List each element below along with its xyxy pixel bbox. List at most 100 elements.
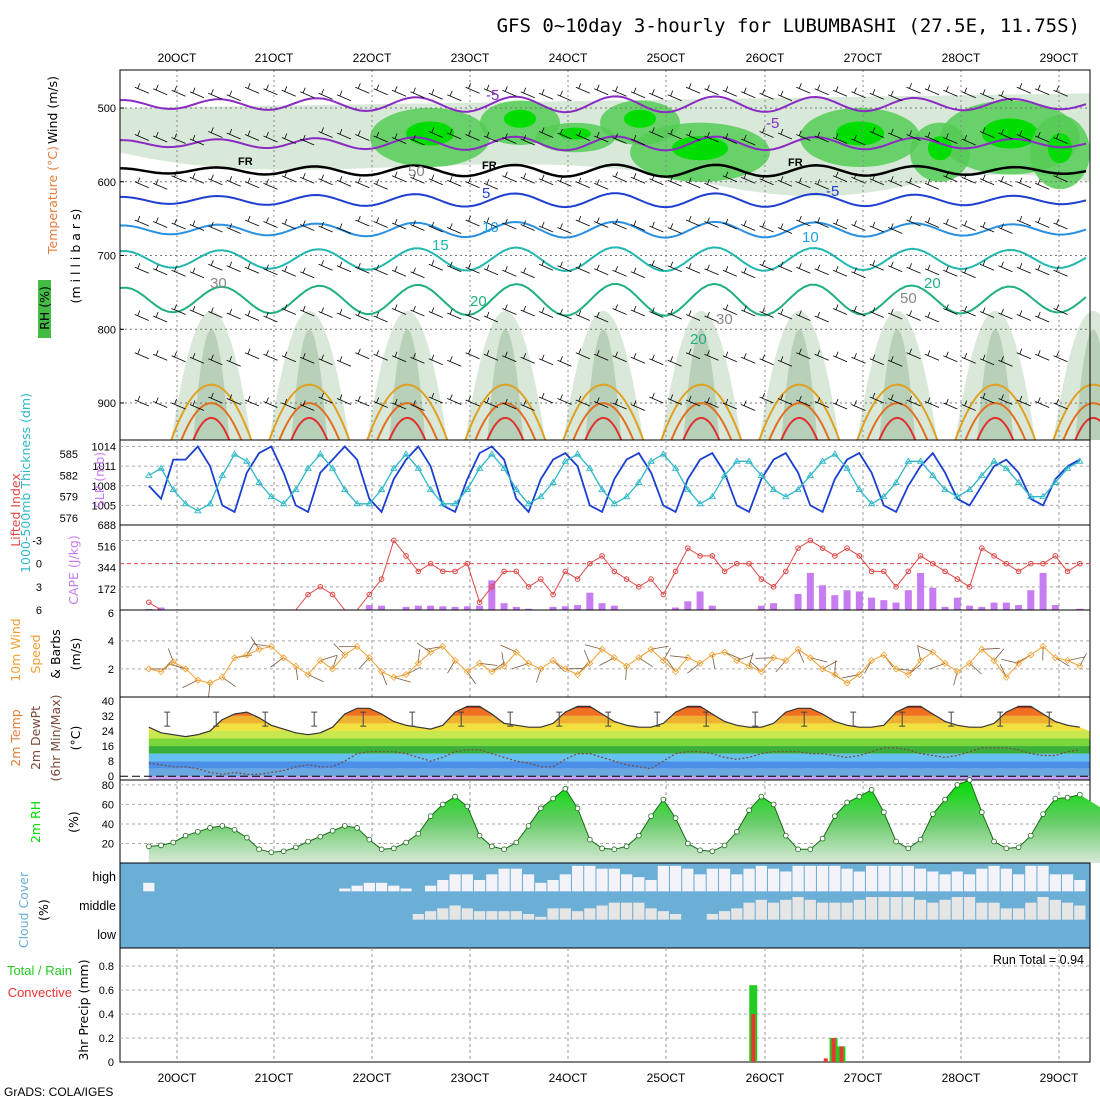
upper-air-panel: -5 -5 FR FR FR 5 -5 10 10 15 20 20 20 30 30 50 50 500 600 7… — [37, 69, 1100, 441]
date-tick-label: 27OCT — [844, 51, 883, 65]
wind-barb — [741, 305, 756, 317]
rh2m-marker — [734, 828, 740, 835]
wind-barb — [208, 260, 223, 271]
rh2m-marker — [893, 838, 899, 845]
wind-barb — [1035, 311, 1050, 323]
rh2m-marker — [464, 803, 471, 810]
wind-barb — [777, 308, 793, 320]
wind-barb — [777, 128, 793, 140]
li-marker — [1015, 568, 1022, 575]
wind-barb — [869, 260, 884, 271]
cloud-block — [694, 874, 706, 892]
wind-barb — [336, 308, 352, 320]
cape-bar — [904, 590, 912, 610]
cloud-block — [804, 899, 816, 920]
wind-barb — [612, 351, 627, 363]
cape-bar — [476, 605, 484, 610]
wind-barb — [814, 311, 829, 323]
wind-barb — [465, 215, 480, 227]
wind-barb — [649, 89, 664, 100]
wind10-marker — [365, 654, 373, 662]
thickness-marker — [145, 471, 153, 478]
cloud-block — [473, 911, 486, 920]
li-marker — [329, 591, 336, 598]
wind-barb — [318, 127, 333, 138]
rh-legend-swatch — [38, 280, 51, 338]
wind-barb — [979, 260, 995, 271]
cape-bar — [488, 580, 496, 610]
thickness-marker — [610, 499, 619, 507]
wind-barb — [814, 131, 829, 143]
isotherm-line — [119, 246, 1087, 273]
wind-barb — [134, 310, 149, 321]
wind-barb — [722, 304, 737, 315]
wind10-barb — [969, 663, 982, 675]
wind-barb — [465, 348, 480, 360]
cloud-block — [976, 902, 988, 920]
wind10-marker — [745, 662, 753, 670]
wind-barb — [336, 176, 352, 187]
wind10-barb — [724, 651, 741, 660]
wind10-barb — [333, 643, 346, 656]
thickness-marker — [328, 464, 337, 471]
wind-barb — [244, 348, 260, 360]
cloud-block — [559, 874, 571, 892]
slp-tick-label: 1014 — [92, 442, 116, 454]
wind-barb — [263, 397, 278, 408]
wind-barb — [208, 174, 223, 186]
wind-barb — [924, 131, 940, 143]
li-marker — [881, 568, 887, 575]
wind-barb — [667, 261, 682, 273]
contour-label: 20 — [924, 275, 941, 292]
cape-bar — [806, 572, 814, 610]
wind10-marker — [390, 673, 398, 681]
thickness-marker — [659, 450, 668, 457]
wind-barb — [520, 305, 535, 317]
cloud-block — [584, 908, 596, 920]
cloud-block — [988, 865, 1000, 892]
minmax-bar — [556, 711, 563, 727]
wind-barb — [300, 305, 315, 317]
li-marker — [476, 599, 483, 606]
wind-barb — [612, 86, 627, 97]
li-marker — [807, 537, 814, 544]
wind-barb — [594, 264, 609, 276]
rh2m-marker — [807, 846, 814, 853]
minmax-bar — [605, 711, 612, 727]
wind-barb — [979, 127, 995, 138]
li-marker — [1077, 560, 1083, 567]
rh2m-marker — [562, 785, 569, 792]
thickness-marker — [757, 471, 766, 478]
date-tick-label: 29OCT — [1040, 1071, 1079, 1085]
wind10-barb — [416, 642, 431, 653]
wind-barb — [391, 171, 407, 183]
wind-barb — [281, 351, 296, 363]
cloud-block — [927, 871, 939, 892]
surface-isotherm — [180, 402, 243, 441]
wind-barb — [759, 354, 774, 366]
cloud-block — [461, 908, 473, 920]
cloud-block — [400, 888, 412, 892]
wind10-marker — [819, 665, 827, 673]
rh2m-marker — [672, 815, 679, 821]
wind-barb — [979, 392, 995, 404]
cloud-block — [633, 877, 645, 892]
wind-barb — [851, 87, 866, 99]
li-marker — [599, 553, 605, 559]
wind10-marker — [537, 665, 545, 673]
surface-isotherm — [660, 383, 743, 441]
wind-barb — [851, 267, 866, 279]
cape-bar — [696, 591, 704, 610]
cloud-block — [963, 874, 976, 892]
wind-barb — [373, 311, 388, 323]
precip-conv-bar — [823, 1058, 828, 1062]
wind-barb — [667, 308, 682, 320]
wind-barb — [943, 351, 958, 363]
wind-barb — [153, 217, 168, 228]
wind-barb — [520, 400, 535, 411]
wind-barb — [336, 261, 352, 273]
contour-label: 10 — [482, 219, 499, 236]
cloud-block — [792, 897, 804, 920]
rh2m-marker — [354, 825, 360, 831]
rh-shade-mid — [1075, 329, 1100, 440]
